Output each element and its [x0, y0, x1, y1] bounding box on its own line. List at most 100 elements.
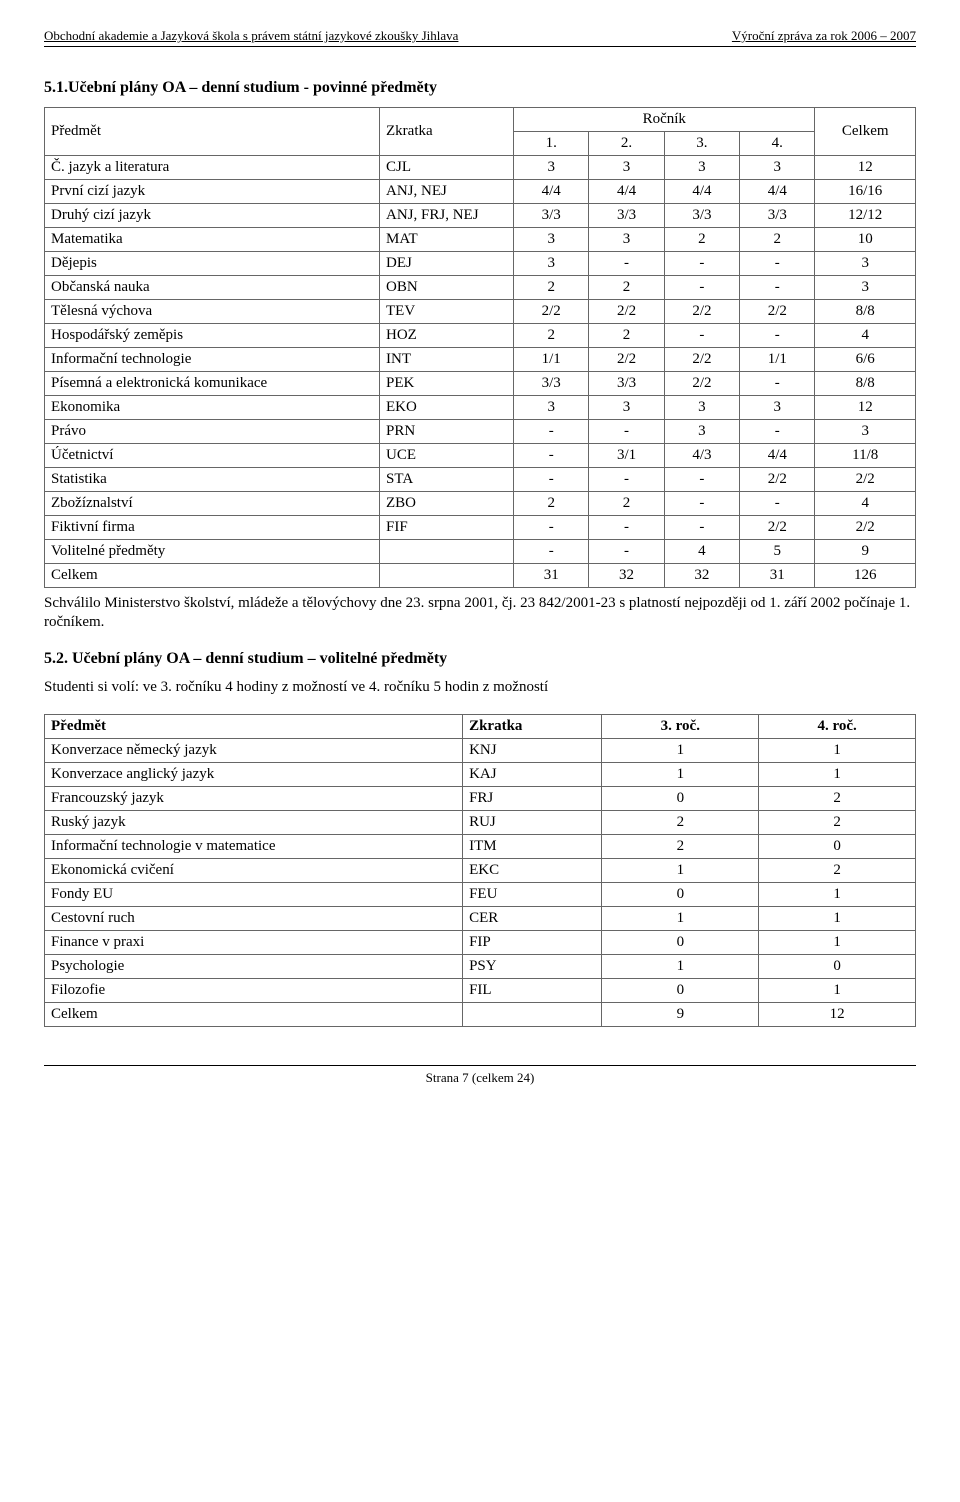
cell-subject: Ekonomika [45, 396, 380, 420]
cell-value: 12 [759, 1003, 916, 1027]
cell-value: 0 [602, 883, 759, 907]
table-row: FilozofieFIL01 [45, 979, 916, 1003]
cell-value: - [740, 372, 815, 396]
cell-value: - [740, 252, 815, 276]
cell-subject: Hospodářský zeměpis [45, 324, 380, 348]
cell-value: 2/2 [589, 348, 664, 372]
cell-value: 1 [602, 739, 759, 763]
table-header-row: Předmět Zkratka Ročník Celkem [45, 108, 916, 132]
section1-title: 5.1.Učební plány OA – denní studium - po… [44, 79, 916, 97]
cell-value: 0 [759, 835, 916, 859]
cell-value: 3 [815, 276, 916, 300]
table-row: Občanská naukaOBN22--3 [45, 276, 916, 300]
page-header: Obchodní akademie a Jazyková škola s prá… [44, 28, 916, 47]
cell-abbr: FIL [463, 979, 602, 1003]
cell-value: 126 [815, 564, 916, 588]
cell-value: 4/4 [740, 444, 815, 468]
table-row: Konverzace německý jazykKNJ11 [45, 739, 916, 763]
cell-value: - [664, 276, 739, 300]
cell-abbr: KAJ [463, 763, 602, 787]
cell-subject: Fiktivní firma [45, 516, 380, 540]
cell-subject: Cestovní ruch [45, 907, 463, 931]
cell-value: 1 [602, 763, 759, 787]
cell-value: 2 [589, 492, 664, 516]
cell-value: 3 [740, 156, 815, 180]
cell-subject: Druhý cizí jazyk [45, 204, 380, 228]
cell-value: 11/8 [815, 444, 916, 468]
cell-value: - [664, 468, 739, 492]
cell-abbr: ANJ, NEJ [380, 180, 514, 204]
cell-abbr: MAT [380, 228, 514, 252]
curriculum-table: Předmět Zkratka Ročník Celkem 1. 2. 3. 4… [44, 107, 916, 588]
cell-value: 3 [514, 228, 589, 252]
table-row: ÚčetnictvíUCE-3/14/34/411/8 [45, 444, 916, 468]
cell-subject: Informační technologie v matematice [45, 835, 463, 859]
cell-abbr: PRN [380, 420, 514, 444]
table-row: Ekonomická cvičeníEKC12 [45, 859, 916, 883]
table-row: Cestovní ruchCER11 [45, 907, 916, 931]
cell-value: - [664, 252, 739, 276]
cell-abbr: ITM [463, 835, 602, 859]
cell-abbr: STA [380, 468, 514, 492]
cell-value: 1 [602, 859, 759, 883]
cell-subject: Konverzace německý jazyk [45, 739, 463, 763]
table-row: Písemná a elektronická komunikacePEK3/33… [45, 372, 916, 396]
cell-value: 4/4 [589, 180, 664, 204]
cell-abbr: UCE [380, 444, 514, 468]
table-row: Volitelné předměty--459 [45, 540, 916, 564]
cell-value: 3 [664, 156, 739, 180]
col-subject: Předmět [45, 108, 380, 156]
table-row: Celkem912 [45, 1003, 916, 1027]
cell-value: - [514, 516, 589, 540]
cell-value: 0 [602, 979, 759, 1003]
cell-value: 3/3 [664, 204, 739, 228]
cell-value: - [664, 516, 739, 540]
section2-intro: Studenti si volí: ve 3. ročníku 4 hodiny… [44, 678, 916, 697]
cell-value: 3 [589, 396, 664, 420]
cell-value: - [740, 420, 815, 444]
cell-value: 2 [514, 324, 589, 348]
table-row: Fondy EUFEU01 [45, 883, 916, 907]
cell-value: 2 [602, 811, 759, 835]
cell-value: 5 [740, 540, 815, 564]
table-row: PsychologiePSY10 [45, 955, 916, 979]
col-y3: 3. roč. [602, 715, 759, 739]
cell-subject: Celkem [45, 1003, 463, 1027]
cell-value: 3 [514, 396, 589, 420]
cell-value: 12 [815, 396, 916, 420]
cell-value: 1 [759, 931, 916, 955]
cell-value: 2 [759, 811, 916, 835]
table-row: Fiktivní firmaFIF---2/22/2 [45, 516, 916, 540]
cell-value: 3 [664, 396, 739, 420]
cell-abbr: HOZ [380, 324, 514, 348]
cell-abbr: PSY [463, 955, 602, 979]
cell-value: 1 [759, 907, 916, 931]
cell-value: 2/2 [815, 468, 916, 492]
cell-value: 4/3 [664, 444, 739, 468]
table-row: Informační technologie v matematiceITM20 [45, 835, 916, 859]
cell-value: - [740, 276, 815, 300]
cell-subject: Filozofie [45, 979, 463, 1003]
cell-subject: Finance v praxi [45, 931, 463, 955]
cell-value: - [589, 420, 664, 444]
col-abbr: Zkratka [380, 108, 514, 156]
cell-abbr: FIP [463, 931, 602, 955]
cell-value: 2 [589, 276, 664, 300]
cell-abbr: FIF [380, 516, 514, 540]
optional-table: Předmět Zkratka 3. roč. 4. roč. Konverza… [44, 714, 916, 1027]
cell-value: 1 [602, 955, 759, 979]
cell-value: 1 [759, 763, 916, 787]
cell-value: 2 [514, 492, 589, 516]
col-year-group: Ročník [514, 108, 815, 132]
col-y4: 4. [740, 132, 815, 156]
cell-value: - [740, 492, 815, 516]
cell-value: 4 [664, 540, 739, 564]
cell-value: 4/4 [664, 180, 739, 204]
cell-subject: Konverzace anglický jazyk [45, 763, 463, 787]
cell-value: 1/1 [740, 348, 815, 372]
cell-value: 3 [815, 252, 916, 276]
cell-value: 0 [602, 931, 759, 955]
cell-value: 0 [602, 787, 759, 811]
cell-value: 32 [589, 564, 664, 588]
cell-value: 3/3 [514, 372, 589, 396]
